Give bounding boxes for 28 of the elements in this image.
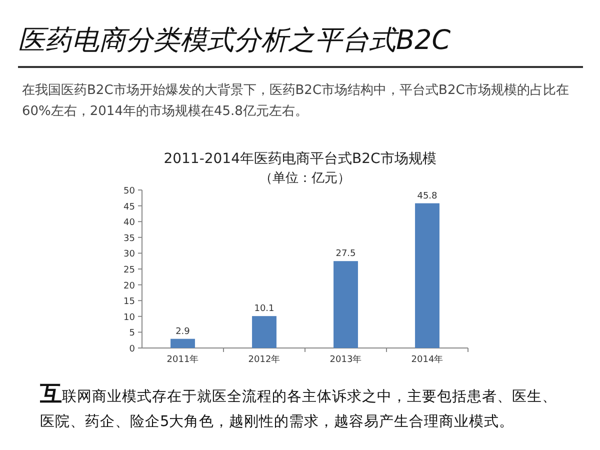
y-tick-label: 10 xyxy=(124,312,136,323)
x-tick-label: 2011年 xyxy=(166,354,199,365)
bar xyxy=(170,338,195,348)
x-tick-label: 2014年 xyxy=(411,354,444,365)
chart-subtitle: （单位：亿元） xyxy=(260,171,350,186)
y-tick-label: 50 xyxy=(124,186,136,196)
y-tick-label: 25 xyxy=(124,266,135,276)
y-tick-label: 40 xyxy=(124,218,136,228)
chart-title: 2011-2014年医药电商平台式B2C市场规模 xyxy=(164,151,436,167)
y-tick-label: 0 xyxy=(129,344,136,354)
y-tick-label: 45 xyxy=(124,202,135,212)
data-label: 45.8 xyxy=(417,191,438,202)
x-tick-label: 2013年 xyxy=(330,354,362,365)
data-label: 10.1 xyxy=(254,304,274,314)
data-label: 2.9 xyxy=(176,326,190,337)
bar xyxy=(415,203,440,348)
text: 医药电商分类模式分析之平台式B2C xyxy=(18,24,451,58)
x-tick-label: 2012年 xyxy=(248,354,280,365)
data-label: 27.5 xyxy=(336,249,356,260)
bar xyxy=(334,261,358,348)
y-tick-label: 15 xyxy=(124,297,135,308)
y-tick-label: 35 xyxy=(124,234,135,244)
bar xyxy=(252,316,276,348)
text: 互联网商业模式存在于就医全流程的各主体诉求之中，主要包括患者、医生、医院、药企、险企5大角色，越刚性的需求，越容易产生合理商业模式。 xyxy=(40,382,558,432)
y-tick-label: 30 xyxy=(124,250,136,260)
y-tick-label: 5 xyxy=(129,328,135,339)
y-tick-label: 20 xyxy=(124,281,136,292)
text: 在我国医药B2C市场开始爆发的大背景下，医药B2C市场结构中，平台式B2C市场规模的占比在60%左右，2014年的市场规模在45.8亿元左右。 xyxy=(22,82,570,121)
